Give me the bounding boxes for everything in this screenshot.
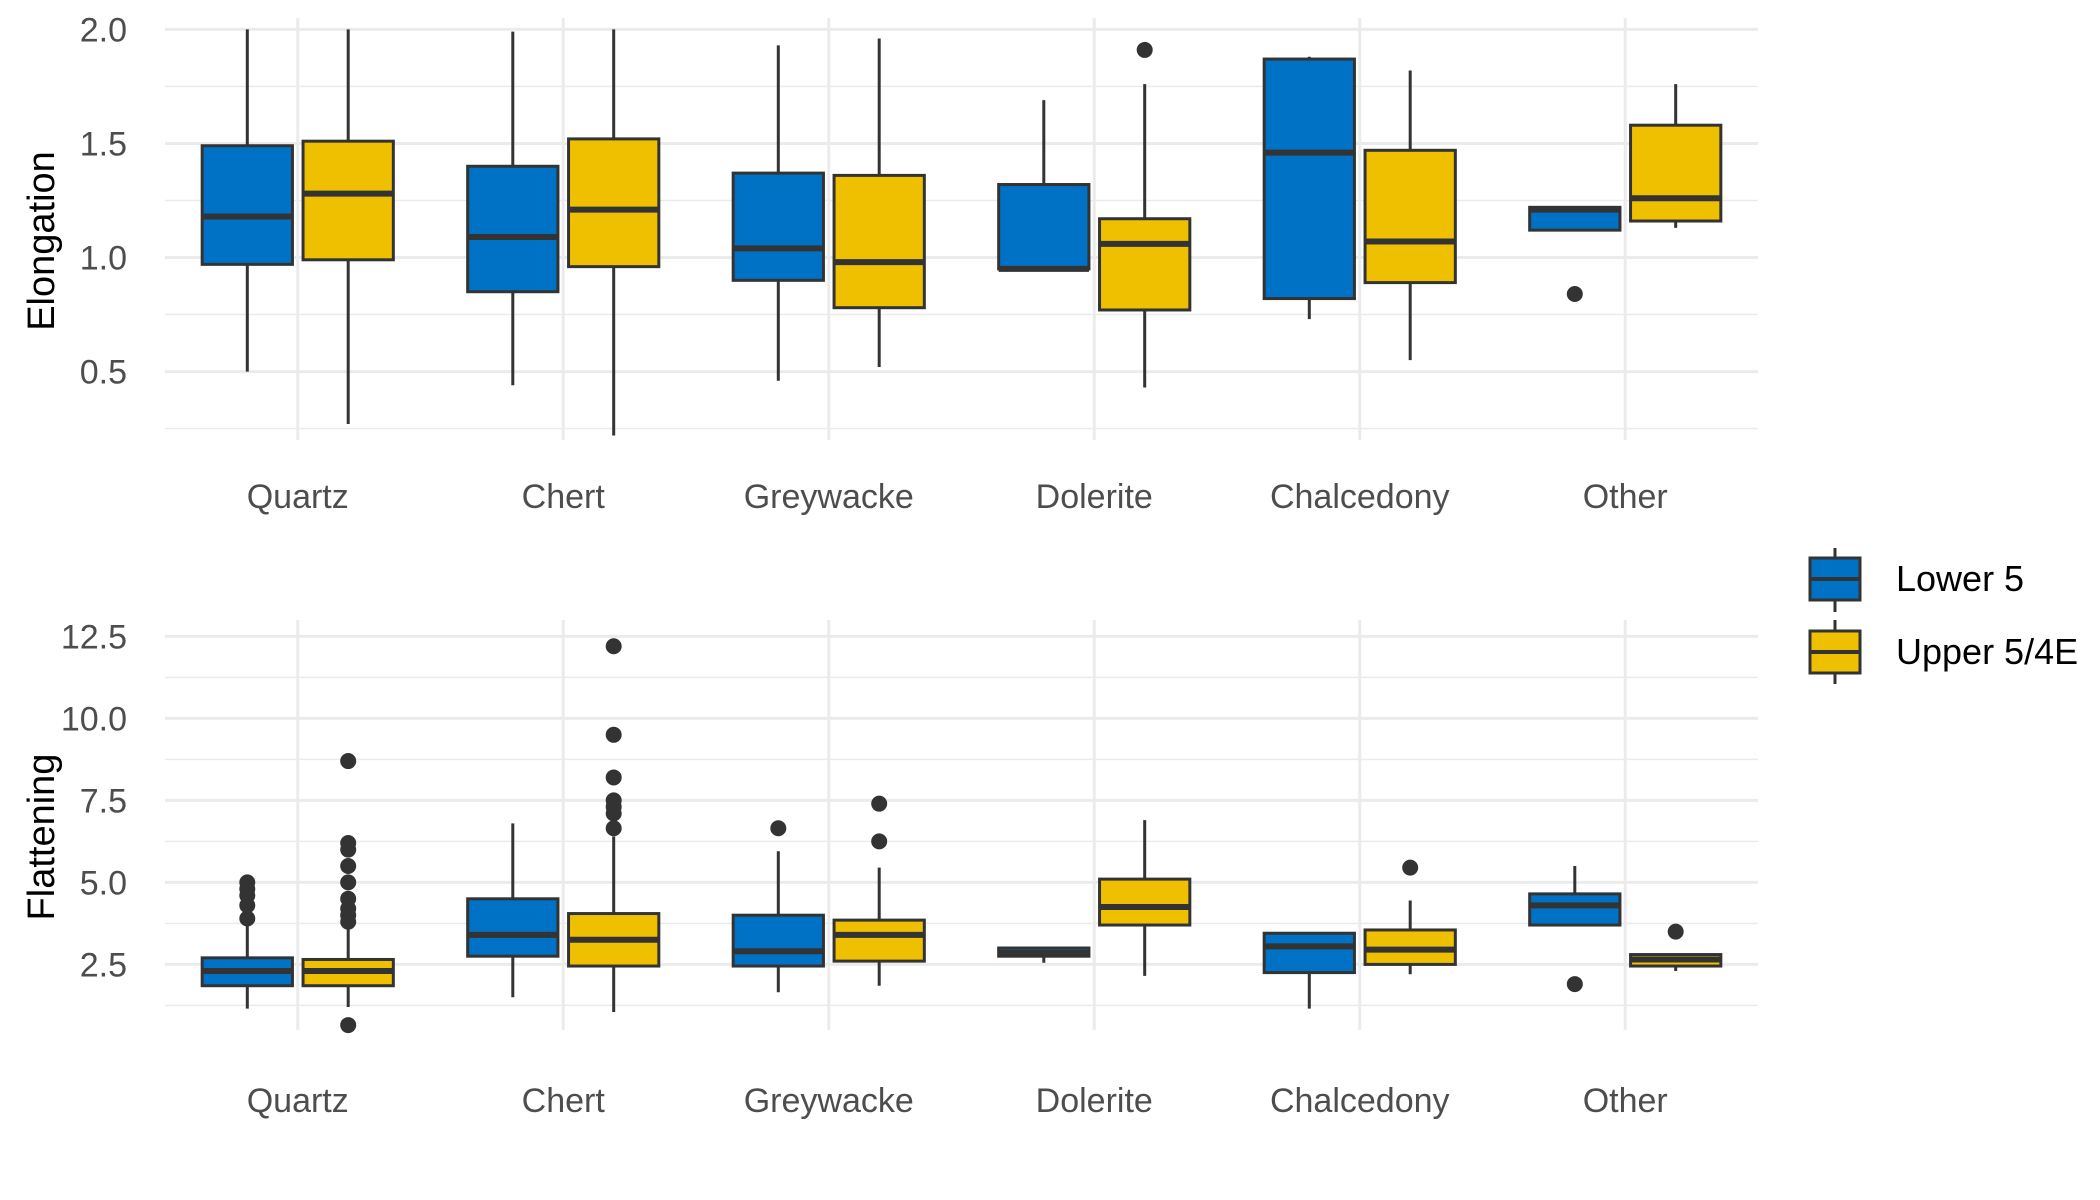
box-greywacke-lower-5 <box>731 820 825 993</box>
legend: Lower 5 Upper 5/4E <box>1808 548 2078 684</box>
box-body <box>301 139 395 262</box>
legend-item-upper-5-4e[interactable]: Upper 5/4E <box>1808 620 2078 684</box>
box-body <box>1098 877 1192 927</box>
x-tick-label-quartz: Quartz <box>247 1082 349 1120</box>
x-tick-label-chert: Chert <box>522 1082 606 1120</box>
y-tick-label: 1.5 <box>80 125 127 163</box>
outlier-point <box>1566 286 1583 303</box>
y-tick-label: 12.5 <box>61 618 127 656</box>
legend-label-lower-5: Lower 5 <box>1896 558 2024 599</box>
box-greywacke-upper-5-4e <box>832 795 926 986</box>
box-body <box>567 137 661 269</box>
y-axis-label: Elongation <box>21 151 63 331</box>
x-tick-label-chalcedony: Chalcedony <box>1270 478 1450 516</box>
box-body <box>997 183 1091 271</box>
box-body <box>1262 57 1356 301</box>
x-tick-label-dolerite: Dolerite <box>1036 1082 1153 1120</box>
box-chalcedony-upper-5-4e <box>1363 859 1457 975</box>
box-quartz-lower-5 <box>200 29 294 372</box>
x-tick-label-chalcedony: Chalcedony <box>1270 1082 1450 1120</box>
box-body <box>466 164 560 294</box>
x-tick-label-dolerite: Dolerite <box>1036 478 1153 516</box>
box-body <box>1363 148 1457 285</box>
legend-item-lower-5[interactable]: Lower 5 <box>1808 548 2024 612</box>
box-other-lower-5 <box>1528 205 1622 303</box>
outlier-point <box>1566 976 1583 993</box>
box-dolerite-lower-5 <box>997 100 1091 272</box>
box-chalcedony-lower-5 <box>1262 931 1356 1009</box>
box-greywacke-lower-5 <box>731 45 825 381</box>
legend-label-upper-5-4e: Upper 5/4E <box>1896 631 2078 672</box>
outlier-point <box>605 726 622 743</box>
x-tick-label-other: Other <box>1583 478 1668 516</box>
outlier-point <box>340 874 357 891</box>
y-tick-label: 2.0 <box>80 11 127 49</box>
outlier-point <box>605 792 622 809</box>
box-chert-upper-5-4e <box>567 29 661 436</box>
box-other-upper-5-4e <box>1629 923 1723 971</box>
box-body <box>731 171 825 282</box>
box-body <box>1262 931 1356 975</box>
y-axis-label: Flattening <box>21 754 63 921</box>
y-tick-label: 0.5 <box>80 354 127 392</box>
outlier-point <box>340 890 357 907</box>
y-tick-label: 1.0 <box>80 240 127 278</box>
y-tick-label: 5.0 <box>80 864 127 902</box>
box-chalcedony-upper-5-4e <box>1363 70 1457 361</box>
outlier-point <box>1402 859 1419 876</box>
outlier-point <box>340 753 357 770</box>
box-dolerite-upper-5-4e <box>1098 41 1192 388</box>
outlier-point <box>770 820 787 837</box>
outlier-point <box>1136 41 1153 58</box>
y-tick-label: 7.5 <box>80 782 127 820</box>
box-chalcedony-lower-5 <box>1262 56 1356 320</box>
box-body <box>832 173 926 310</box>
box-chert-lower-5 <box>466 823 560 998</box>
box-body <box>1528 892 1622 927</box>
box-greywacke-upper-5-4e <box>832 38 926 368</box>
outlier-point <box>1667 923 1684 940</box>
box-body <box>200 144 294 266</box>
box-body <box>731 913 825 968</box>
outlier-point <box>871 833 888 850</box>
outlier-point <box>871 795 888 812</box>
y-tick-label: 10.0 <box>61 700 127 738</box>
x-tick-label-greywacke: Greywacke <box>744 1082 914 1120</box>
box-body <box>1098 217 1192 312</box>
x-tick-label-other: Other <box>1583 1082 1668 1120</box>
x-tick-label-greywacke: Greywacke <box>744 478 914 516</box>
outlier-point <box>340 1017 357 1034</box>
outlier-point <box>605 820 622 837</box>
outlier-point <box>340 858 357 874</box>
box-body <box>832 918 926 963</box>
box-chert-lower-5 <box>466 31 560 386</box>
elongation-panel: 0.5 1.0 1.5 2.0 Quartz Chert Greywacke Dolerite… <box>21 11 1758 516</box>
box-other-upper-5-4e <box>1629 84 1723 228</box>
box-other-lower-5 <box>1528 866 1622 993</box>
box-body <box>1629 123 1723 223</box>
y-tick-label: 2.5 <box>80 946 127 984</box>
outlier-point <box>239 874 256 891</box>
box-dolerite-upper-5-4e <box>1098 820 1192 976</box>
box-body <box>466 897 560 958</box>
x-tick-label-quartz: Quartz <box>247 478 349 516</box>
box-quartz-upper-5-4e <box>301 29 395 425</box>
box-quartz-upper-5-4e <box>301 753 395 1034</box>
x-tick-label-chert: Chert <box>522 478 606 516</box>
box-dolerite-lower-5 <box>997 946 1091 963</box>
outlier-point <box>239 910 256 927</box>
box-chert-upper-5-4e <box>567 638 661 1012</box>
outlier-point <box>605 638 622 655</box>
outlier-point <box>340 835 357 852</box>
outlier-point <box>605 769 622 786</box>
flattening-panel: 2.5 5.0 7.5 10.0 12.5 Quartz Chert Greywacke Dol… <box>21 618 1758 1120</box>
box-quartz-lower-5 <box>200 874 294 1009</box>
